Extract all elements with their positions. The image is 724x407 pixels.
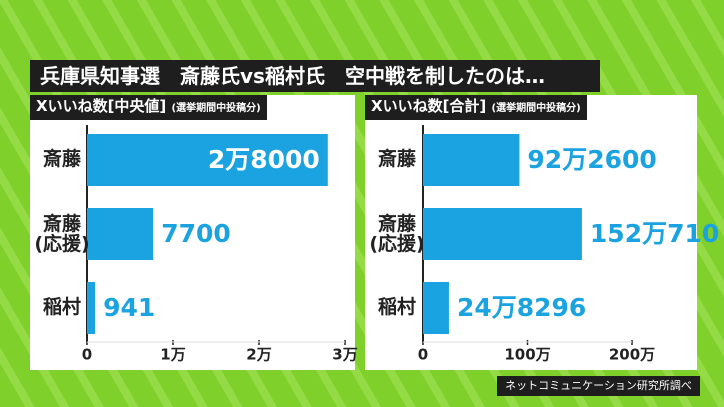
category-label: 斎藤 (応援) — [34, 213, 90, 255]
bar — [423, 134, 520, 186]
title-bar: 兵庫県知事選 斎藤氏vs稲村氏 空中戦を制したのは… — [30, 60, 600, 92]
bar — [423, 282, 449, 334]
value-label: 24万8296 — [457, 293, 586, 322]
x-tick-label: 2万 — [246, 346, 271, 364]
x-tick-label: 1万 — [160, 346, 185, 364]
category-label: 斎藤 — [377, 148, 416, 170]
panel-header: Xいいね数[中央値] (選挙期間中投稿分) — [30, 95, 267, 120]
value-label: 2万8000 — [208, 145, 320, 174]
category-label: 稲村 — [42, 296, 81, 318]
x-tick-label: 0 — [82, 346, 92, 364]
source: ネットコミュニケーション研究所調べ — [497, 376, 700, 396]
category-label: 斎藤 (応援) — [369, 213, 425, 255]
value-label: 7700 — [161, 219, 231, 248]
bar — [87, 208, 154, 260]
x-tick-label: 200万 — [609, 346, 655, 364]
x-tick-label: 0 — [418, 346, 428, 364]
chart-title: Xいいね数[中央値] — [36, 97, 167, 115]
x-tick-label: 3万 — [332, 346, 357, 364]
value-label: 941 — [103, 293, 155, 322]
category-label: 斎藤 — [42, 148, 81, 170]
chart-subtitle: (選挙期間中投稿分) — [491, 103, 581, 114]
panel-header: Xいいね数[合計] (選挙期間中投稿分) — [365, 95, 587, 120]
chart-title: Xいいね数[合計] — [371, 97, 487, 115]
x-tick-label: 100万 — [504, 346, 550, 364]
category-label: 稲村 — [377, 296, 416, 318]
bar — [87, 134, 328, 186]
chart-subtitle: (選挙期間中投稿分) — [171, 103, 261, 114]
value-label: 152万710 — [590, 219, 719, 248]
bar — [423, 208, 582, 260]
bar — [87, 282, 96, 334]
value-label: 92万2600 — [527, 145, 656, 174]
